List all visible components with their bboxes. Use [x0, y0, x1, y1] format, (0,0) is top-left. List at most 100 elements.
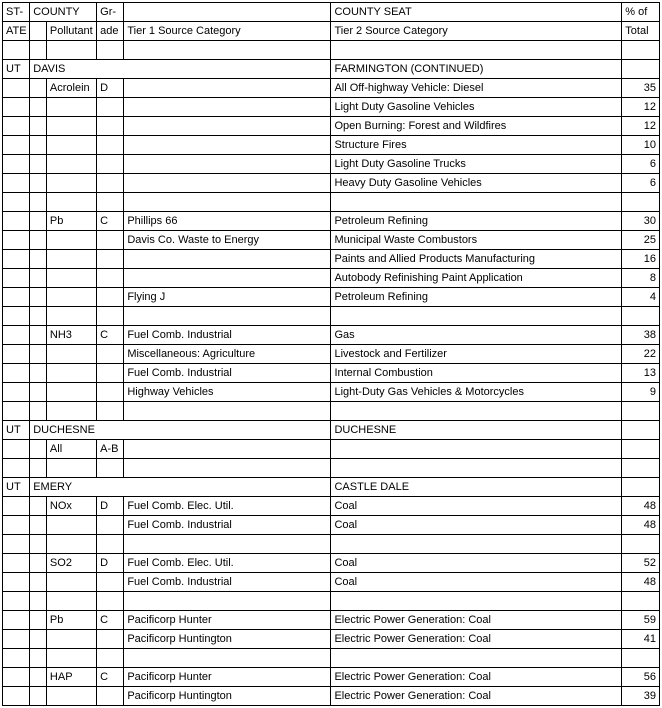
cell: NH3	[46, 326, 96, 345]
table-row: HAPCPacificorp HunterElectric Power Gene…	[3, 668, 660, 687]
cell: 59	[622, 611, 660, 630]
cell	[30, 668, 47, 687]
cell	[3, 288, 30, 307]
cell	[3, 98, 30, 117]
cell: Pb	[46, 611, 96, 630]
cell-state: UT	[3, 60, 30, 79]
cell	[3, 269, 30, 288]
cell	[97, 98, 124, 117]
cell	[30, 459, 47, 478]
cell	[30, 383, 47, 402]
cell	[622, 41, 660, 60]
cell	[331, 592, 622, 611]
cell: 38	[622, 326, 660, 345]
cell: Acrolein	[46, 79, 96, 98]
table-row	[3, 307, 660, 326]
cell	[3, 630, 30, 649]
cell: Pacificorp Huntington	[124, 687, 331, 706]
cell: Coal	[331, 516, 622, 535]
table-row: Light Duty Gasoline Trucks6	[3, 155, 660, 174]
cell	[46, 364, 96, 383]
cell	[3, 497, 30, 516]
cell: 48	[622, 497, 660, 516]
table-row	[3, 649, 660, 668]
cell-seat: CASTLE DALE	[331, 478, 622, 497]
cell	[46, 649, 96, 668]
table-row: SO2DFuel Comb. Elec. Util.Coal52	[3, 554, 660, 573]
cell: 16	[622, 250, 660, 269]
cell	[3, 440, 30, 459]
cell: Coal	[331, 497, 622, 516]
cell	[3, 611, 30, 630]
cell	[3, 136, 30, 155]
cell	[124, 250, 331, 269]
table-row: Structure Fires10	[3, 136, 660, 155]
cell	[46, 630, 96, 649]
cell	[622, 440, 660, 459]
cell: C	[97, 611, 124, 630]
cell	[97, 687, 124, 706]
cell: Structure Fires	[331, 136, 622, 155]
cell	[124, 79, 331, 98]
cell	[46, 250, 96, 269]
cell	[30, 440, 47, 459]
table-row: PbCPhillips 66Petroleum Refining30	[3, 212, 660, 231]
table-row: UTEMERYCASTLE DALE	[3, 478, 660, 497]
cell	[124, 440, 331, 459]
cell: 13	[622, 364, 660, 383]
cell	[3, 193, 30, 212]
cell	[46, 117, 96, 136]
cell	[97, 307, 124, 326]
cell: Pacificorp Hunter	[124, 668, 331, 687]
cell: Heavy Duty Gasoline Vehicles	[331, 174, 622, 193]
cell	[97, 193, 124, 212]
cell	[3, 212, 30, 231]
cell	[97, 402, 124, 421]
cell: 56	[622, 668, 660, 687]
cell: Fuel Comb. Elec. Util.	[124, 497, 331, 516]
cell	[124, 307, 331, 326]
cell	[124, 649, 331, 668]
cell: 35	[622, 79, 660, 98]
cell	[124, 174, 331, 193]
cell	[622, 459, 660, 478]
cell	[46, 402, 96, 421]
table-row: UTDUCHESNEDUCHESNE	[3, 421, 660, 440]
cell	[30, 611, 47, 630]
cell	[3, 174, 30, 193]
col-seat-hdr0: COUNTY SEAT	[331, 3, 622, 22]
cell	[30, 193, 47, 212]
cell	[46, 307, 96, 326]
cell: Light-Duty Gas Vehicles & Motorcycles	[331, 383, 622, 402]
cell: Fuel Comb. Industrial	[124, 573, 331, 592]
cell	[331, 193, 622, 212]
table-row: Pacificorp HuntingtonElectric Power Gene…	[3, 630, 660, 649]
cell	[622, 592, 660, 611]
cell	[3, 79, 30, 98]
cell	[124, 269, 331, 288]
cell	[3, 459, 30, 478]
cell	[3, 592, 30, 611]
cell	[30, 136, 47, 155]
cell: Fuel Comb. Industrial	[124, 326, 331, 345]
table-row: Paints and Allied Products Manufacturing…	[3, 250, 660, 269]
cell	[3, 117, 30, 136]
cell	[622, 535, 660, 554]
cell: 52	[622, 554, 660, 573]
cell: 25	[622, 231, 660, 250]
cell	[124, 155, 331, 174]
cell	[30, 288, 47, 307]
cell	[30, 250, 47, 269]
cell	[3, 649, 30, 668]
cell-pct	[622, 60, 660, 79]
cell	[97, 649, 124, 668]
cell	[97, 136, 124, 155]
cell: Electric Power Generation: Coal	[331, 668, 622, 687]
cell	[3, 402, 30, 421]
cell	[3, 326, 30, 345]
cell	[124, 592, 331, 611]
cell	[97, 516, 124, 535]
col-tier1-hdr0	[124, 3, 331, 22]
col-blank-hdr1	[30, 22, 47, 41]
cell: Pb	[46, 212, 96, 231]
